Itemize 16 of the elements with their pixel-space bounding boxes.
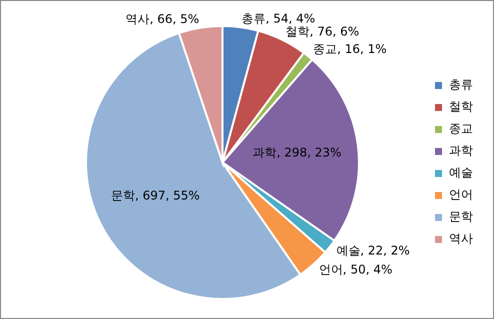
data-label: 언어, 50, 4% — [318, 262, 392, 276]
legend-label: 예술 — [449, 166, 473, 180]
data-label: 문학, 697, 55% — [110, 188, 200, 202]
legend-label: 역사 — [449, 232, 473, 246]
legend-label: 언어 — [449, 188, 473, 202]
data-label: 예술, 22, 2% — [336, 244, 410, 258]
legend-label: 종교 — [449, 122, 473, 136]
data-label: 종교, 16, 1% — [313, 42, 387, 56]
legend-label: 과학 — [449, 144, 473, 158]
legend-label: 총류 — [449, 78, 473, 92]
data-label: 총류, 54, 4% — [242, 11, 316, 26]
legend-label: 문학 — [449, 210, 473, 224]
data-label: 철학, 76, 6% — [286, 24, 360, 39]
data-label: 역사, 66, 5% — [126, 12, 200, 26]
legend-label: 철학 — [449, 100, 473, 114]
data-label: 과학, 298, 23% — [252, 146, 342, 160]
